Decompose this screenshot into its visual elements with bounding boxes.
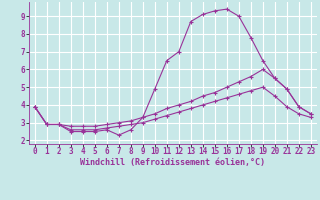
X-axis label: Windchill (Refroidissement éolien,°C): Windchill (Refroidissement éolien,°C) (80, 158, 265, 167)
